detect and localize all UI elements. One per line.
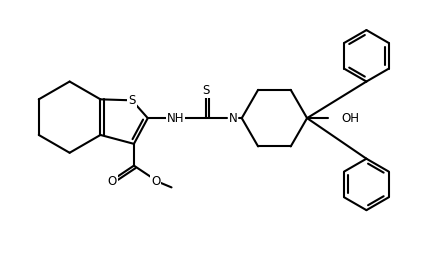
Text: O: O	[151, 175, 160, 188]
Text: S: S	[202, 84, 210, 97]
Text: N: N	[228, 112, 237, 125]
Text: OH: OH	[342, 112, 359, 125]
Text: S: S	[128, 94, 136, 107]
Text: NH: NH	[167, 112, 184, 125]
Text: O: O	[107, 175, 117, 188]
